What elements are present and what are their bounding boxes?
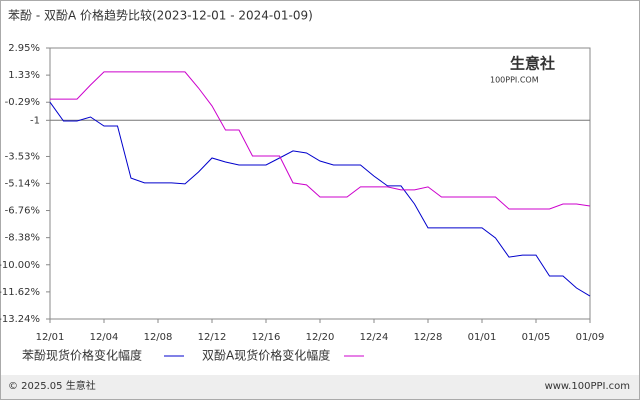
x-tick-label: 12/01 — [36, 332, 65, 343]
y-tick-label: 2.95% — [8, 43, 40, 54]
series-line — [49, 101, 591, 297]
x-tick-label: 12/20 — [306, 332, 335, 343]
footer-right: www.100PPI.com — [545, 381, 630, 392]
legend-label: 苯酚现货价格变化幅度 — [22, 348, 142, 363]
y-tick-label: -10.00% — [0, 260, 40, 271]
y-tick-label: -11.62% — [0, 287, 40, 298]
x-tick-label: 12/28 — [414, 332, 443, 343]
y-tick-label: -13.24% — [0, 314, 40, 325]
x-tick-label: 12/16 — [252, 332, 281, 343]
watermark-sub: 100PPI.COM — [490, 76, 539, 85]
watermark: 生意社 — [510, 55, 555, 73]
y-tick-label: -0.29% — [5, 97, 40, 108]
series-line — [50, 71, 591, 210]
y-tick-label: -1 — [30, 115, 40, 126]
chart-title: 苯酚 - 双酚A 价格趋势比较(2023-12-01 - 2024-01-09) — [8, 8, 313, 23]
y-tick-label: -6.76% — [5, 206, 40, 217]
x-tick-label: 12/04 — [90, 332, 119, 343]
y-tick-label: -8.38% — [5, 233, 40, 244]
legend-label: 双酚A现货价格变化幅度 — [202, 348, 330, 363]
x-tick-label: 12/08 — [144, 332, 173, 343]
x-tick-label: 01/09 — [576, 332, 605, 343]
y-tick-label: -5.14% — [5, 178, 40, 189]
footer-bg — [1, 375, 639, 399]
footer-left: © 2025.05 生意社 — [8, 379, 96, 392]
y-tick-label: -3.53% — [5, 151, 40, 162]
x-tick-label: 12/12 — [198, 332, 227, 343]
y-tick-label: 1.33% — [8, 70, 40, 81]
x-tick-label: 01/01 — [468, 332, 497, 343]
x-tick-label: 01/05 — [522, 332, 551, 343]
x-tick-label: 12/24 — [360, 332, 389, 343]
